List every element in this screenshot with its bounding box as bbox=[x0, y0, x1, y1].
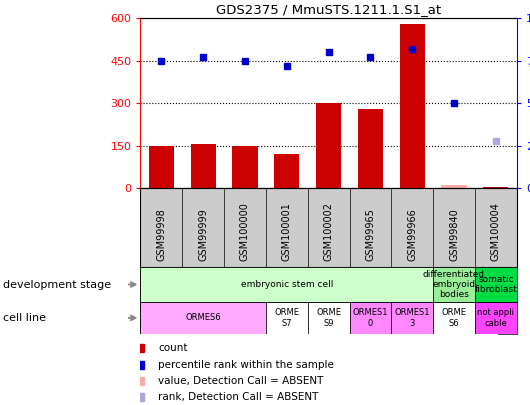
Text: differentiated
embryoid
bodies: differentiated embryoid bodies bbox=[423, 270, 485, 299]
Bar bbox=[433, 302, 475, 334]
Text: somatic
fibroblast: somatic fibroblast bbox=[474, 275, 517, 294]
Bar bbox=[140, 267, 433, 302]
Text: GSM99998: GSM99998 bbox=[156, 208, 166, 261]
Bar bbox=[191, 143, 216, 188]
Text: rank, Detection Call = ABSENT: rank, Detection Call = ABSENT bbox=[158, 392, 319, 402]
Bar bbox=[475, 302, 517, 334]
Bar bbox=[391, 302, 433, 334]
Text: GSM100001: GSM100001 bbox=[282, 202, 292, 261]
Text: value, Detection Call = ABSENT: value, Detection Call = ABSENT bbox=[158, 376, 324, 386]
Bar bbox=[316, 103, 341, 188]
Text: GSM100002: GSM100002 bbox=[324, 202, 333, 261]
Bar bbox=[233, 146, 258, 188]
Text: count: count bbox=[158, 343, 188, 353]
Bar bbox=[266, 302, 308, 334]
Title: GDS2375 / MmuSTS.1211.1.S1_at: GDS2375 / MmuSTS.1211.1.S1_at bbox=[216, 3, 441, 16]
Bar bbox=[358, 109, 383, 188]
Text: ORMES1
3: ORMES1 3 bbox=[394, 308, 430, 328]
Text: embryonic stem cell: embryonic stem cell bbox=[241, 280, 333, 289]
Bar bbox=[274, 154, 299, 188]
Bar bbox=[400, 24, 425, 188]
Text: GSM99965: GSM99965 bbox=[365, 208, 375, 261]
Text: cell line: cell line bbox=[3, 313, 46, 323]
Bar bbox=[475, 267, 517, 302]
Bar bbox=[441, 185, 466, 188]
Text: GSM99966: GSM99966 bbox=[407, 208, 417, 261]
Text: development stage: development stage bbox=[3, 279, 111, 290]
Text: GSM100000: GSM100000 bbox=[240, 202, 250, 261]
Text: ORMES6: ORMES6 bbox=[186, 313, 221, 322]
Text: ORME
S9: ORME S9 bbox=[316, 308, 341, 328]
Text: percentile rank within the sample: percentile rank within the sample bbox=[158, 360, 334, 370]
Text: GSM99840: GSM99840 bbox=[449, 208, 459, 261]
Text: ORME
S7: ORME S7 bbox=[275, 308, 299, 328]
Text: GSM99999: GSM99999 bbox=[198, 208, 208, 261]
Text: not appli
cable: not appli cable bbox=[478, 308, 514, 328]
Bar bbox=[349, 302, 391, 334]
Bar bbox=[308, 302, 349, 334]
Bar bbox=[433, 267, 475, 302]
Bar bbox=[140, 302, 266, 334]
Text: ORME
S6: ORME S6 bbox=[441, 308, 466, 328]
Text: GSM100004: GSM100004 bbox=[491, 202, 501, 261]
Text: ORMES1
0: ORMES1 0 bbox=[352, 308, 388, 328]
Bar bbox=[149, 146, 174, 188]
